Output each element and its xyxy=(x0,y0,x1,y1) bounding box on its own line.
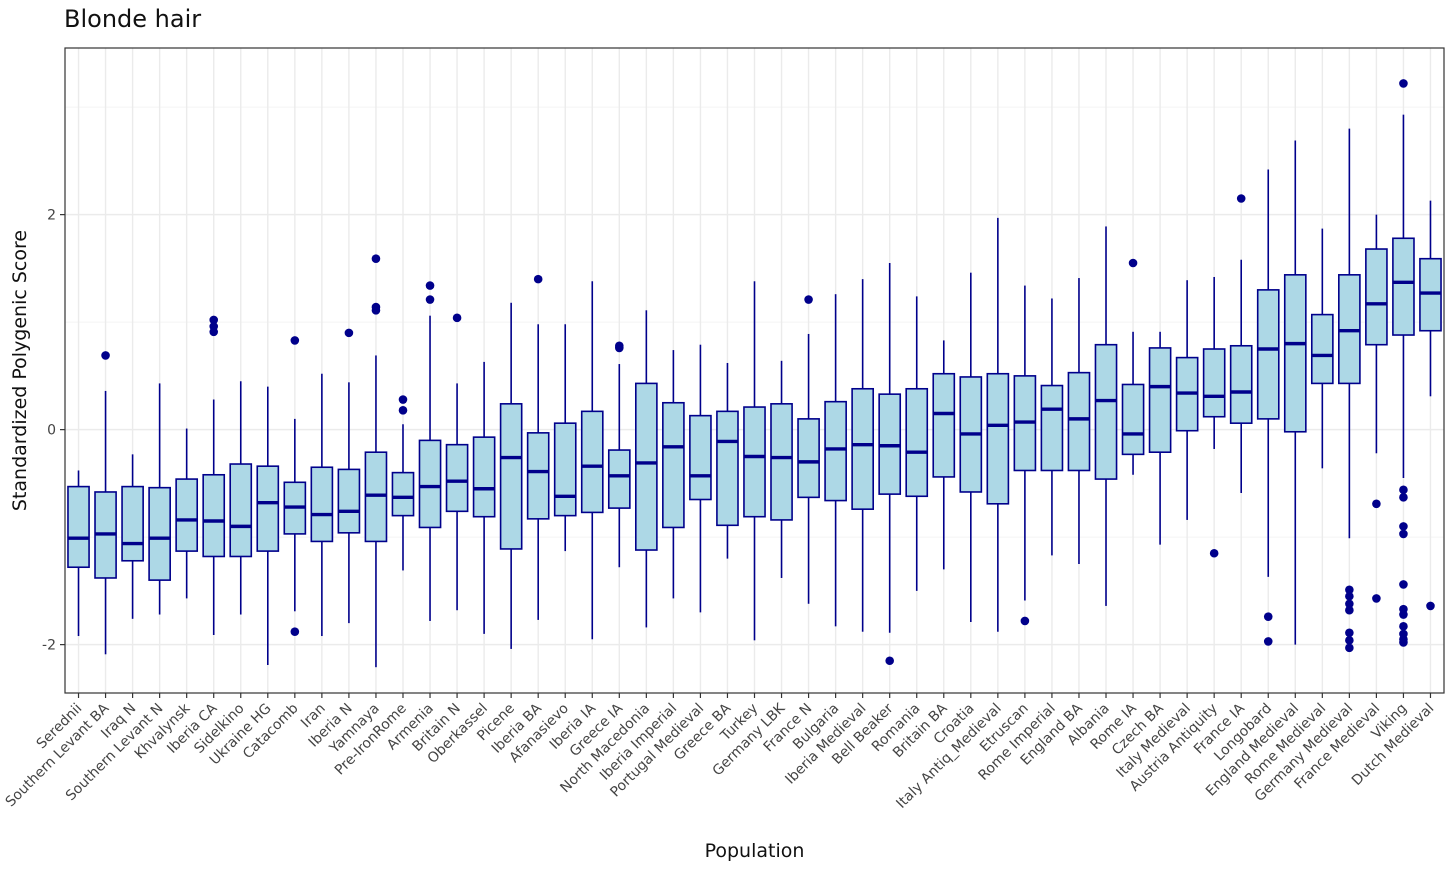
outlier-point xyxy=(1345,643,1354,653)
box xyxy=(1310,313,1334,385)
outlier-point xyxy=(209,322,219,331)
box xyxy=(716,410,739,527)
outlier-point xyxy=(398,395,408,404)
outlier-point xyxy=(533,274,543,284)
y-tick-label: -2 xyxy=(42,638,56,654)
box xyxy=(634,382,658,551)
outlier-point xyxy=(1426,601,1435,611)
box xyxy=(1229,344,1253,424)
outlier-point xyxy=(885,656,894,666)
box xyxy=(1121,383,1145,456)
box xyxy=(445,443,469,513)
outlier-point xyxy=(398,405,408,415)
outlier-point xyxy=(804,295,813,304)
box xyxy=(1040,384,1064,472)
box xyxy=(418,439,442,529)
box xyxy=(337,468,361,534)
outlier-point xyxy=(101,351,110,360)
box xyxy=(1256,289,1280,420)
box xyxy=(256,465,280,552)
outlier-point xyxy=(1263,637,1273,646)
box xyxy=(851,387,875,510)
outlier-point xyxy=(344,328,354,338)
box xyxy=(986,372,1010,505)
outlier-point xyxy=(1399,79,1408,88)
outlier-point xyxy=(1399,638,1408,647)
box xyxy=(202,473,226,558)
y-axis-title: Standardized Polygenic Score xyxy=(9,230,31,511)
x-axis-title: Population xyxy=(705,840,805,862)
outlier-point xyxy=(452,313,462,323)
box xyxy=(607,449,631,509)
box xyxy=(553,422,577,517)
box xyxy=(932,372,956,478)
outlier-point xyxy=(1372,594,1381,603)
outlier-point xyxy=(1263,612,1273,621)
y-tick-label: 2 xyxy=(47,208,56,224)
box xyxy=(229,463,253,558)
outlier-point xyxy=(1345,585,1354,595)
outlier-point xyxy=(1345,591,1354,601)
box xyxy=(1365,248,1388,346)
outlier-point xyxy=(1399,622,1408,631)
outlier-point xyxy=(371,254,381,263)
outlier-point xyxy=(209,315,219,325)
outlier-point xyxy=(1345,599,1354,609)
chart-title: Blonde hair xyxy=(64,5,202,33)
outlier-point xyxy=(425,295,435,304)
outlier-point xyxy=(1345,636,1354,645)
box xyxy=(580,410,604,514)
outlier-point xyxy=(1399,485,1408,495)
box xyxy=(824,400,847,502)
outlier-point xyxy=(425,281,435,290)
outlier-point xyxy=(1128,258,1138,268)
box xyxy=(1202,348,1226,418)
outlier-point xyxy=(1399,580,1408,589)
outlier-point xyxy=(290,336,300,345)
outlier-point xyxy=(1020,616,1030,626)
box xyxy=(1067,371,1091,472)
box xyxy=(662,401,685,529)
box xyxy=(472,436,496,518)
outlier-point xyxy=(1399,610,1408,619)
box xyxy=(797,418,820,499)
box xyxy=(1094,343,1118,480)
outlier-point xyxy=(290,627,300,637)
outlier-point xyxy=(1345,628,1354,638)
box xyxy=(1148,347,1172,453)
box xyxy=(148,486,171,581)
box xyxy=(391,471,415,517)
outlier-point xyxy=(1399,529,1408,539)
box xyxy=(499,403,523,550)
outlier-point xyxy=(1372,499,1381,509)
outlier-point xyxy=(1399,493,1408,502)
outlier-point xyxy=(1399,522,1408,531)
box xyxy=(175,478,199,552)
box xyxy=(310,466,334,543)
y-tick-label: 0 xyxy=(47,423,56,439)
box xyxy=(1392,237,1415,336)
box xyxy=(905,387,929,498)
outlier-point xyxy=(1209,548,1219,558)
outlier-point xyxy=(1236,194,1246,203)
outlier-point xyxy=(615,341,624,351)
box xyxy=(689,414,712,501)
box xyxy=(121,485,144,562)
box xyxy=(743,406,766,518)
outlier-point xyxy=(1345,605,1354,615)
box xyxy=(1283,274,1307,433)
box xyxy=(770,403,793,521)
box xyxy=(67,485,90,569)
outlier-point xyxy=(371,302,381,312)
box xyxy=(526,432,550,520)
